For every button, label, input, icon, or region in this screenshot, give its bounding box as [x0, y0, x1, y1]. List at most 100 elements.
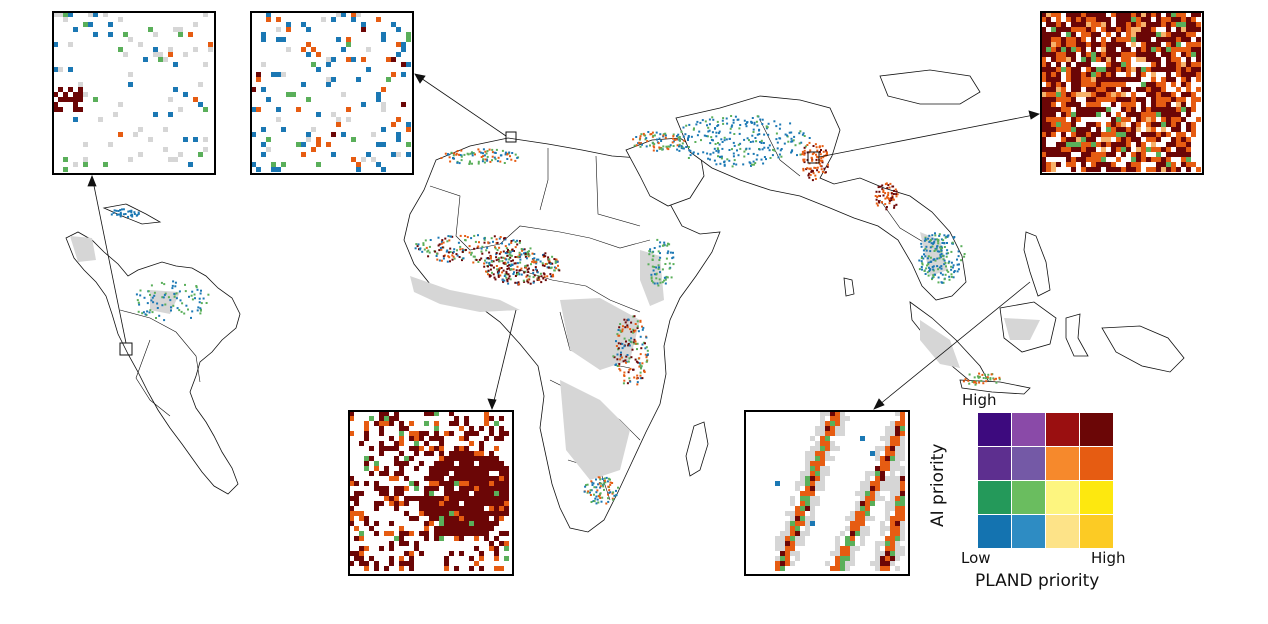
- inset-pixel: [1171, 152, 1176, 157]
- inset-pixel: [815, 471, 820, 476]
- inset-pixel: [464, 521, 469, 526]
- priority-pixel: [634, 329, 637, 332]
- inset-pixel: [381, 167, 386, 172]
- inset-pixel: [1071, 97, 1076, 102]
- inset-pixel: [1101, 142, 1106, 147]
- inset-pixel: [1061, 127, 1066, 132]
- inset-pixel: [469, 451, 474, 456]
- priority-pixel: [707, 157, 710, 160]
- priority-pixel: [926, 271, 929, 274]
- priority-pixel: [889, 182, 892, 185]
- inset-pixel: [1076, 117, 1081, 122]
- inset-pixel: [1046, 67, 1051, 72]
- priority-pixel: [710, 138, 713, 141]
- inset-pixel: [1096, 107, 1101, 112]
- priority-pixel: [812, 145, 815, 147]
- priority-pixel: [801, 153, 804, 156]
- inset-pixel: [178, 32, 183, 37]
- inset-pixel: [103, 12, 108, 17]
- priority-pixel: [618, 326, 621, 329]
- priority-pixel: [615, 345, 618, 347]
- priority-pixel: [466, 236, 469, 239]
- priority-pixel: [617, 342, 620, 345]
- priority-pixel: [672, 263, 675, 266]
- priority-pixel: [803, 149, 806, 152]
- priority-pixel: [602, 482, 605, 485]
- inset-pixel: [1176, 107, 1181, 112]
- inset-pixel: [311, 62, 316, 67]
- priority-pixel: [934, 234, 937, 237]
- inset-pixel: [464, 461, 469, 466]
- inset-pixel: [1051, 42, 1056, 47]
- inset-pixel: [1136, 97, 1141, 102]
- priority-pixel: [775, 138, 778, 141]
- inset-pixel: [464, 506, 469, 511]
- priority-pixel: [499, 251, 502, 254]
- inset-pixel: [494, 456, 499, 461]
- priority-pixel: [703, 134, 706, 137]
- inset-pixel: [1141, 32, 1146, 37]
- inset-pixel: [386, 57, 391, 62]
- priority-pixel: [130, 211, 133, 214]
- priority-pixel: [474, 240, 477, 243]
- priority-pixel: [893, 206, 896, 209]
- priority-pixel: [480, 247, 483, 250]
- inset-pixel: [1071, 77, 1076, 82]
- inset-pixel: [1156, 92, 1161, 97]
- inset-pixel: [108, 22, 113, 27]
- inset-pixel: [1091, 17, 1096, 22]
- priority-pixel: [667, 145, 670, 148]
- inset-pixel: [1176, 117, 1181, 122]
- inset-pixel: [885, 441, 890, 446]
- inset-pixel: [825, 456, 830, 461]
- priority-pixel: [135, 293, 138, 296]
- priority-pixel: [765, 158, 767, 161]
- inset-pixel: [790, 501, 795, 506]
- inset-pixel: [474, 456, 479, 461]
- inset-pixel: [479, 466, 484, 471]
- priority-pixel: [426, 250, 429, 253]
- priority-pixel: [819, 150, 821, 153]
- inset-pixel: [281, 127, 286, 132]
- priority-pixel: [553, 269, 556, 272]
- inset-pixel: [890, 546, 895, 551]
- priority-pixel: [117, 210, 120, 212]
- priority-pixel: [728, 137, 731, 140]
- priority-pixel: [484, 150, 487, 153]
- inset-pixel: [454, 481, 459, 486]
- inset-pixel: [895, 556, 900, 561]
- inset-pixel: [1081, 147, 1086, 152]
- priority-pixel: [747, 152, 750, 155]
- inset-pixel: [459, 476, 464, 481]
- inset-pixel: [880, 526, 885, 531]
- priority-pixel: [480, 151, 483, 154]
- priority-pixel: [940, 267, 943, 270]
- inset-pixel: [464, 471, 469, 476]
- inset-pixel: [1096, 102, 1101, 107]
- inset-pixel: [1181, 47, 1186, 52]
- inset-pixel: [474, 466, 479, 471]
- inset-pixel: [1126, 102, 1131, 107]
- inset-pixel: [276, 117, 281, 122]
- priority-pixel: [798, 132, 801, 135]
- inset-pixel: [108, 142, 113, 147]
- inset-pixel: [1146, 47, 1151, 52]
- inset-pixel: [810, 521, 815, 526]
- inset-pixel: [1186, 127, 1191, 132]
- priority-pixel: [708, 118, 711, 121]
- inset-pixel: [1121, 62, 1126, 67]
- inset-pixel: [1161, 122, 1166, 127]
- inset-pixel: [364, 431, 369, 436]
- inset-pixel: [1141, 67, 1146, 72]
- inset-pixel: [1051, 27, 1056, 32]
- priority-pixel: [667, 250, 670, 253]
- priority-pixel: [728, 159, 731, 162]
- priority-pixel: [507, 261, 510, 264]
- inset-pixel: [890, 441, 895, 446]
- inset-pixel: [1121, 27, 1126, 32]
- priority-pixel: [633, 376, 636, 379]
- inset-pixel: [1136, 167, 1141, 172]
- inset-pixel: [875, 556, 880, 561]
- priority-pixel: [687, 146, 690, 148]
- priority-pixel: [689, 154, 692, 157]
